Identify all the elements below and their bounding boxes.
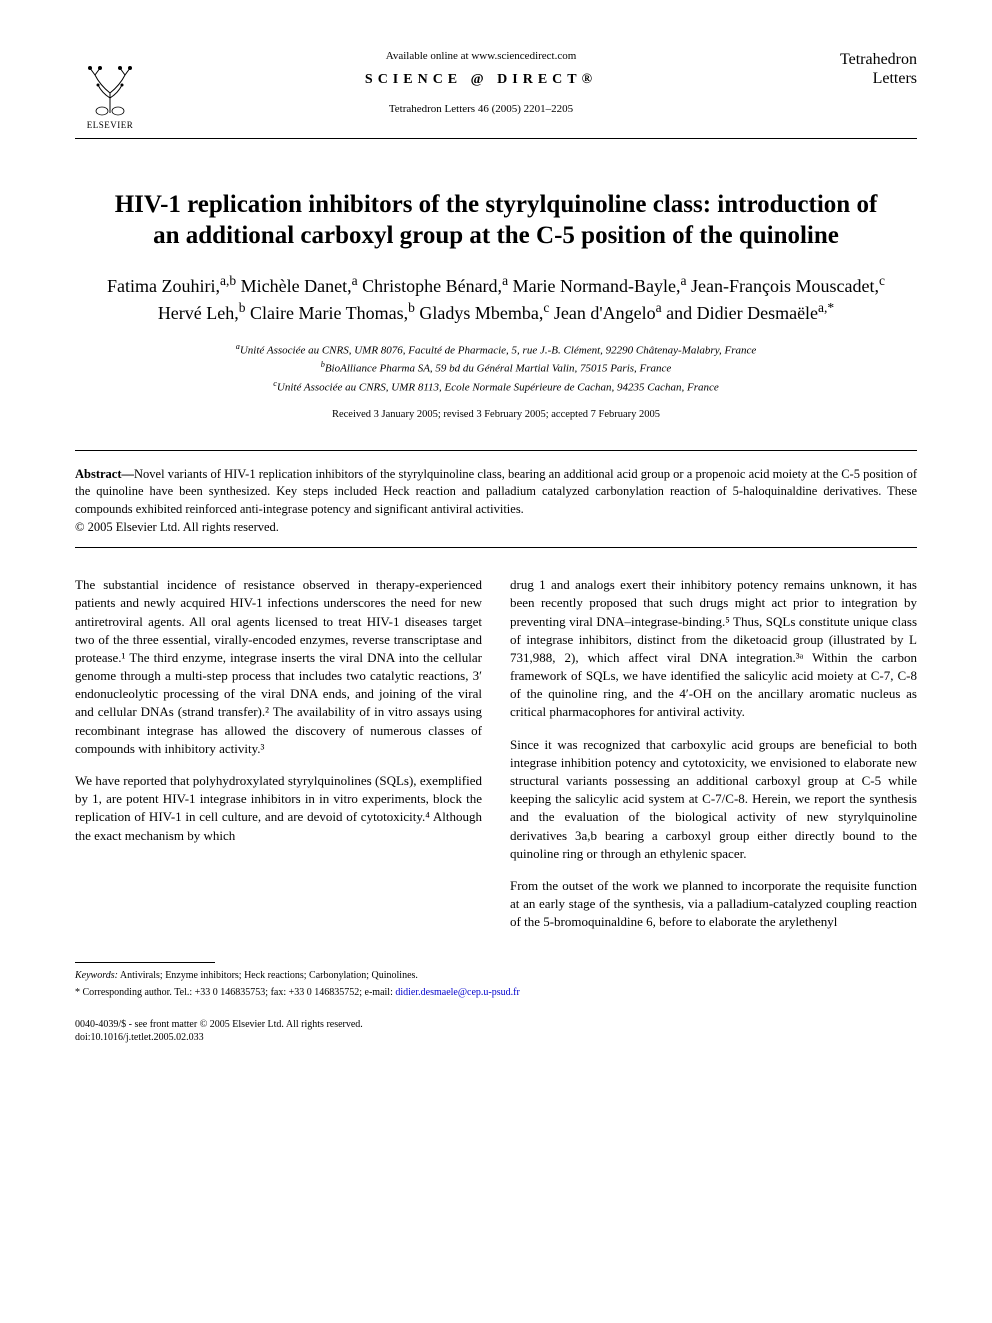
journal-header: ELSEVIER Available online at www.science… <box>75 50 917 139</box>
body-paragraph-4: Since it was recognized that carboxylic … <box>510 736 917 863</box>
available-online-text: Available online at www.sciencedirect.co… <box>145 50 817 62</box>
email-link[interactable]: didier.desmaele@cep.u-psud.fr <box>395 987 519 998</box>
doi: doi:10.1016/j.tetlet.2005.02.033 <box>75 1031 363 1045</box>
affiliation-c: Unité Associée au CNRS, UMR 8113, Ecole … <box>277 382 719 394</box>
abstract-label: Abstract— <box>75 467 134 481</box>
article-dates: Received 3 January 2005; revised 3 Febru… <box>75 409 917 420</box>
authors-list: Fatima Zouhiri,a,b Michèle Danet,a Chris… <box>85 272 907 326</box>
affiliation-b: BioAlliance Pharma SA, 59 bd du Général … <box>325 363 671 375</box>
body-paragraph-2: We have reported that polyhydroxylated s… <box>75 772 482 845</box>
header-top-row: ELSEVIER Available online at www.science… <box>75 50 917 130</box>
journal-reference: Tetrahedron Letters 46 (2005) 2201–2205 <box>145 103 817 115</box>
keywords: Keywords: Antivirals; Enzyme inhibitors;… <box>75 969 917 983</box>
front-matter: 0040-4039/$ - see front matter © 2005 El… <box>75 1018 363 1032</box>
publisher-logo: ELSEVIER <box>75 50 145 130</box>
article-title: HIV-1 replication inhibitors of the styr… <box>105 189 887 252</box>
header-center: Available online at www.sciencedirect.co… <box>145 50 817 115</box>
corresponding-text: * Corresponding author. Tel.: +33 0 1468… <box>75 987 393 998</box>
corresponding-author: * Corresponding author. Tel.: +33 0 1468… <box>75 986 917 1000</box>
elsevier-tree-icon <box>80 63 140 118</box>
journal-name: Tetrahedron Letters <box>817 50 917 88</box>
footer-divider <box>75 962 215 963</box>
bottom-meta: 0040-4039/$ - see front matter © 2005 El… <box>75 1018 917 1045</box>
keywords-label: Keywords: <box>75 970 118 981</box>
affiliations: aUnité Associée au CNRS, UMR 8076, Facul… <box>75 341 917 397</box>
journal-name-line2: Letters <box>873 70 917 87</box>
body-paragraph-1: The substantial incidence of resistance … <box>75 576 482 758</box>
sciencedirect-logo: SCIENCE @ DIRECT® <box>145 72 817 88</box>
copyright-line: © 2005 Elsevier Ltd. All rights reserved… <box>75 520 917 535</box>
journal-name-line1: Tetrahedron <box>840 51 917 68</box>
abstract-body: Novel variants of HIV-1 replication inhi… <box>75 467 917 516</box>
keywords-text: Antivirals; Enzyme inhibitors; Heck reac… <box>120 970 418 981</box>
footer: Keywords: Antivirals; Enzyme inhibitors;… <box>75 962 917 1045</box>
abstract-text: Abstract—Novel variants of HIV-1 replica… <box>75 466 917 519</box>
publisher-name: ELSEVIER <box>87 120 134 130</box>
header-divider <box>75 138 917 139</box>
body-paragraph-5: From the outset of the work we planned t… <box>510 877 917 932</box>
affiliation-a: Unité Associée au CNRS, UMR 8076, Facult… <box>240 345 756 357</box>
abstract-section: Abstract—Novel variants of HIV-1 replica… <box>75 450 917 549</box>
body-paragraph-3: drug 1 and analogs exert their inhibitor… <box>510 576 917 722</box>
article-body: The substantial incidence of resistance … <box>75 576 917 931</box>
